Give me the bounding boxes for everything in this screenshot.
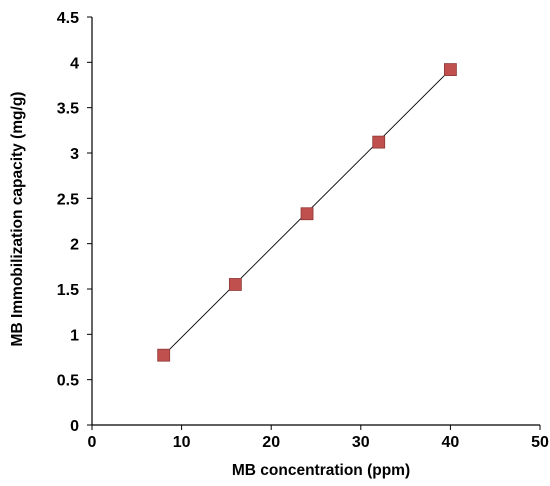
x-tick-label: 10	[173, 434, 191, 451]
axes	[91, 17, 540, 426]
data-point	[157, 348, 171, 362]
x-tick-label: 40	[442, 434, 460, 451]
data-point	[300, 207, 314, 221]
x-tick-label: 30	[352, 434, 370, 451]
data-point	[228, 278, 242, 291]
x-axis-title: MB concentration (ppm)	[232, 462, 410, 479]
y-tick-label: 4	[70, 55, 79, 72]
y-tick-label: 1	[70, 327, 79, 344]
y-tick-label: 2	[70, 237, 79, 254]
x-axis-ticks: 0 10 20 30 40 50	[88, 425, 549, 451]
y-axis-ticks: 0 0.5 1 1.5 2 2.5 3 3.5 4 4.5	[57, 10, 92, 435]
x-tick-label: 20	[262, 434, 280, 451]
y-tick-label: 2.5	[57, 191, 79, 208]
y-axis-title: MB Immobilization capacity (mg/g)	[9, 92, 26, 347]
y-tick-label: 0.5	[57, 373, 79, 390]
y-tick-label: 0	[70, 418, 79, 435]
data-points	[157, 63, 457, 362]
x-tick-label: 0	[88, 434, 97, 451]
x-tick-label: 50	[531, 434, 549, 451]
y-tick-label: 4.5	[57, 10, 79, 27]
y-tick-label: 3.5	[57, 101, 79, 118]
data-point	[372, 135, 386, 149]
y-tick-label: 1.5	[57, 282, 79, 299]
y-tick-label: 3	[70, 146, 79, 163]
data-point	[443, 63, 457, 76]
